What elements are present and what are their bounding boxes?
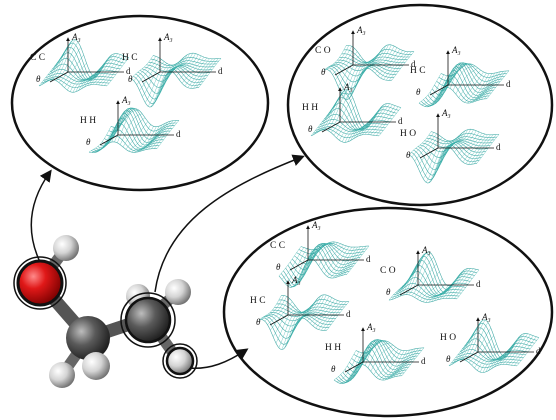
surface-line bbox=[101, 56, 123, 85]
figure: A₃ d θ C C A₃ d θ H C A₃ d θ H H A₃ d θ C O A₃ d θ H C A₃ d θ H… bbox=[0, 0, 556, 420]
axis-label: d bbox=[536, 346, 541, 356]
axis-label: θ bbox=[446, 354, 451, 364]
surface-line bbox=[329, 98, 397, 130]
axis-label: A₃ bbox=[121, 95, 131, 105]
surface-line bbox=[324, 302, 346, 331]
axis-label: A₃ bbox=[343, 82, 353, 92]
axis-label: d bbox=[218, 66, 223, 76]
axis-label: d bbox=[506, 79, 511, 89]
surface-line bbox=[104, 109, 172, 141]
axis-label: A₃ bbox=[421, 245, 431, 255]
axis-label: d bbox=[346, 309, 351, 319]
pair-label: C O bbox=[315, 46, 331, 56]
surface-line bbox=[193, 59, 215, 89]
pair-label: H O bbox=[440, 333, 456, 343]
axis-label: θ bbox=[86, 137, 91, 147]
axis-label: A₃ bbox=[311, 220, 321, 230]
surface-line bbox=[511, 336, 533, 366]
surface-line bbox=[449, 268, 471, 298]
axis-label: θ bbox=[128, 74, 133, 84]
pair-label: C C bbox=[270, 241, 285, 251]
surface-line bbox=[140, 125, 162, 151]
axis-label: θ bbox=[321, 67, 326, 77]
axis-label: θ bbox=[331, 364, 336, 374]
pair-label: H C bbox=[410, 66, 426, 76]
axis-label: θ bbox=[276, 262, 281, 272]
surface-line bbox=[301, 242, 369, 250]
pair-label: C C bbox=[30, 53, 45, 63]
group-ellipse bbox=[12, 16, 268, 190]
axis-label: d bbox=[421, 356, 426, 366]
surface-line bbox=[409, 147, 477, 183]
axis-label: A₃ bbox=[481, 312, 491, 322]
surface-line bbox=[471, 135, 493, 165]
group-ellipse bbox=[288, 5, 552, 205]
pair-label: H C bbox=[250, 296, 266, 306]
axis-label: A₃ bbox=[366, 322, 376, 332]
axis-label: θ bbox=[308, 124, 313, 134]
pair-label: H H bbox=[302, 103, 318, 113]
axis-label: θ bbox=[416, 87, 421, 97]
axis-label: A₃ bbox=[163, 32, 173, 42]
surface-line bbox=[123, 118, 145, 147]
axis-label: d bbox=[176, 129, 181, 139]
pair-label: H H bbox=[325, 343, 341, 353]
axis-label: d bbox=[366, 254, 371, 264]
axis-label: θ bbox=[256, 317, 261, 327]
axis-label: A₃ bbox=[441, 108, 451, 118]
surface-line bbox=[48, 69, 116, 80]
axis-label: θ bbox=[36, 74, 41, 84]
axis-label: A₃ bbox=[451, 45, 461, 55]
axis-label: A₃ bbox=[71, 32, 81, 42]
surface-line bbox=[462, 72, 484, 101]
surface-line bbox=[320, 119, 388, 130]
pair-label: H C bbox=[122, 53, 138, 63]
axis-label: A₃ bbox=[291, 275, 301, 285]
axis-label: d bbox=[398, 116, 403, 126]
surface-line bbox=[322, 245, 344, 270]
surface-line bbox=[458, 349, 526, 360]
arrow bbox=[31, 172, 50, 262]
molecule bbox=[14, 235, 197, 388]
axis-label: d bbox=[496, 142, 501, 152]
axis-label: θ bbox=[406, 150, 411, 160]
axis-label: θ bbox=[386, 287, 391, 297]
axis-label: A₃ bbox=[356, 25, 366, 35]
surface-line bbox=[373, 106, 395, 136]
pair-label: H H bbox=[80, 116, 96, 126]
pair-label: C O bbox=[380, 266, 396, 276]
surface-line bbox=[131, 72, 199, 108]
surface-line bbox=[389, 52, 411, 81]
axis-label: d bbox=[476, 279, 481, 289]
pair-label: H O bbox=[400, 129, 416, 139]
